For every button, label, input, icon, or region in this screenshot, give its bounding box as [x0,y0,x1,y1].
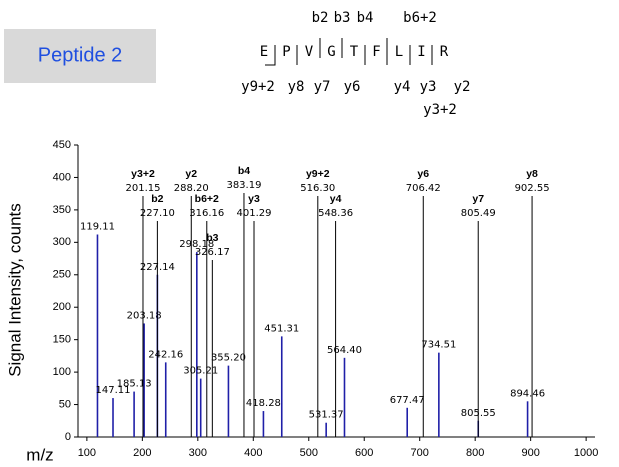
label-box [4,29,156,83]
y-tick-label: 200 [53,301,71,313]
peak-label: 677.47 [390,395,425,406]
ion-mz-label: 401.29 [237,208,272,219]
x-tick-label: 300 [189,447,207,459]
ion-mz-label: 316.16 [189,208,224,219]
peak-label: 894.46 [510,388,545,399]
ion-mz-label: 805.49 [461,208,496,219]
x-tick-label: 400 [244,447,262,459]
x-tick-label: 500 [300,447,318,459]
y-ion: y3 [420,79,437,95]
ion-mz-label: 548.36 [318,208,353,219]
y-axis-title: Signal Intensity, counts [5,203,24,377]
y-ion: y7 [314,79,331,95]
ion-name: y9+2 [306,168,330,180]
peak-label: 147.11 [96,385,131,396]
y-tick-label: 450 [53,139,71,151]
residue: I [417,44,425,60]
peak-label: 451.31 [264,323,299,334]
residue: G [327,44,335,60]
peak-label: 305.21 [183,366,218,377]
residue: L [395,44,403,60]
y-tick-label: 100 [53,366,71,378]
peak-label: 185.13 [117,379,152,390]
x-tick-label: 100 [78,447,96,459]
y-tick-label: 250 [53,269,71,281]
y-tick-label: 400 [53,171,71,183]
y-ion: y9+2 [241,79,275,95]
ion-name: b4 [238,165,250,177]
ion-mz-label: 383.19 [226,180,261,191]
ion-name: y3+2 [131,168,155,180]
ion-mz-label: 706.42 [406,183,441,194]
ion-mz-label: 516.30 [300,183,335,194]
y-tick-label: 0 [65,431,71,443]
x-tick-label: 1000 [574,447,598,459]
residue: E [260,44,268,60]
residue: R [440,44,449,60]
y-tick-label: 50 [59,398,71,410]
b-ion: b2 [312,10,329,26]
y-ion: y3+2 [423,102,457,118]
y-ion: y8 [288,79,305,95]
ion-name: b2 [151,193,163,205]
ion-mz-label: 201.15 [125,183,160,194]
b-ion: b4 [357,10,374,26]
ion-name: y3 [248,193,260,205]
y-tick-label: 350 [53,204,71,216]
peak-label: 119.11 [80,222,115,233]
x-tick-label: 200 [133,447,151,459]
ion-name: b6+2 [195,193,219,205]
y-ion: y4 [394,79,411,95]
x-tick-label: 800 [466,447,484,459]
peak-label: 734.51 [421,340,456,351]
ion-mz-label: 227.10 [140,208,175,219]
peak-label: 203.18 [127,310,162,321]
y-tick-label: 300 [53,236,71,248]
ion-name: b3 [206,232,218,244]
peak-label: 418.28 [246,398,281,409]
residue: F [372,44,380,60]
peak-label: 564.40 [327,345,362,356]
ion-name: y4 [330,193,342,205]
x-axis-title: m/z [26,445,53,464]
peak-label: 355.20 [211,353,246,364]
b-ion: b3 [334,10,351,26]
residue: P [282,44,290,60]
peak-label: 531.37 [309,410,344,421]
residue: V [305,44,314,60]
ion-name: y7 [472,193,484,205]
ion-mz-label: 902.55 [515,183,550,194]
ion-name: y2 [185,168,197,180]
peptide-label: Peptide 2 [38,44,123,66]
peptide-diagram [265,38,433,66]
ion-name: y8 [526,168,538,180]
peak-label: 298.18 [179,239,214,250]
ion-name: y6 [417,168,429,180]
ion-mz-label: 326.17 [195,247,230,258]
y-tick-label: 150 [53,334,71,346]
x-tick-label: 700 [411,447,429,459]
peak-label: 242.16 [148,349,183,360]
y-ion: y2 [454,79,471,95]
ion-mz-label: 288.20 [174,183,209,194]
x-tick-label: 600 [355,447,373,459]
b-ion: b6+2 [403,10,437,26]
x-tick-label: 900 [521,447,539,459]
residue: T [350,44,359,60]
y-ion: y6 [344,79,361,95]
